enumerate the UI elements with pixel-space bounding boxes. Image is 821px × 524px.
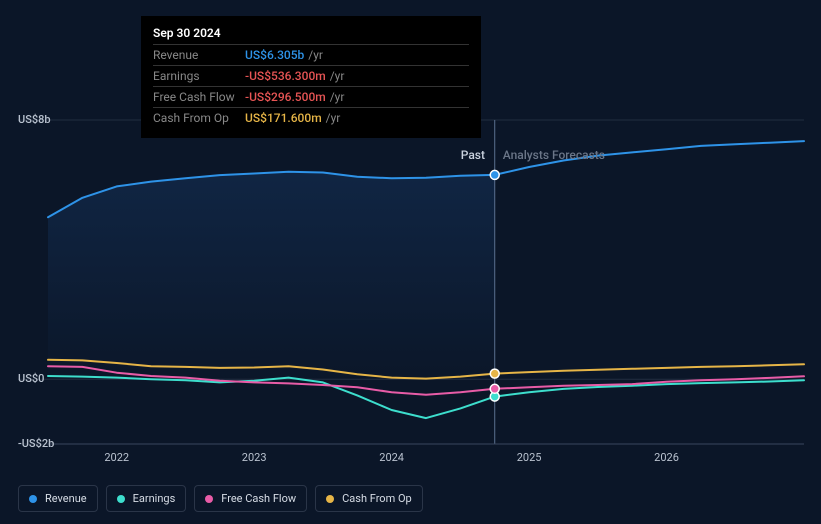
legend-dot (205, 495, 213, 503)
tooltip-row-label: Revenue (153, 48, 245, 62)
x-axis-label: 2022 (104, 451, 129, 464)
tooltip-row-value: US$6.305b (245, 48, 304, 62)
x-axis-label: 2024 (379, 451, 404, 464)
tooltip-row: Free Cash Flow-US$296.500m/yr (153, 87, 469, 108)
tooltip-row-unit: /yr (326, 111, 341, 125)
tooltip-row: RevenueUS$6.305b/yr (153, 45, 469, 66)
forecast-phase-label: Analysts Forecasts (503, 148, 605, 162)
tooltip-row: Earnings-US$536.300m/yr (153, 66, 469, 87)
tooltip-row-value: -US$296.500m (245, 90, 326, 104)
tooltip-row-label: Free Cash Flow (153, 90, 245, 104)
y-axis-label: US$8b (18, 113, 51, 126)
tooltip-row-unit: /yr (308, 48, 323, 62)
legend-item-cfo[interactable]: Cash From Op (315, 485, 423, 512)
legend-dot (29, 495, 37, 503)
tooltip-row: Cash From OpUS$171.600m/yr (153, 108, 469, 128)
x-axis-label: 2025 (517, 451, 542, 464)
past-phase-label: Past (461, 148, 485, 162)
legend-item-earnings[interactable]: Earnings (106, 485, 187, 512)
tooltip-row-label: Earnings (153, 69, 245, 83)
series-earnings[interactable] (48, 376, 804, 418)
tooltip-row-unit: /yr (330, 69, 345, 83)
tooltip-row-label: Cash From Op (153, 111, 245, 125)
legend-item-fcf[interactable]: Free Cash Flow (194, 485, 307, 512)
legend-label: Free Cash Flow (221, 492, 296, 505)
legend-label: Earnings (133, 492, 176, 505)
chart-legend: Revenue Earnings Free Cash Flow Cash From O… (18, 485, 423, 512)
tooltip-row-value: US$171.600m (245, 111, 322, 125)
legend-label: Revenue (45, 492, 87, 505)
y-axis-label: -US$2b (18, 437, 54, 450)
tooltip-row-value: -US$536.300m (245, 69, 326, 83)
x-axis-label: 2026 (654, 451, 679, 464)
chart-tooltip: Sep 30 2024 RevenueUS$6.305b/yrEarnings-… (141, 16, 481, 138)
legend-dot (326, 495, 334, 503)
legend-dot (117, 495, 125, 503)
marker-revenue (490, 170, 499, 179)
earnings-chart: Sep 30 2024 RevenueUS$6.305b/yrEarnings-… (0, 0, 821, 524)
tooltip-row-unit: /yr (330, 90, 345, 104)
marker-fcf (490, 384, 499, 393)
y-axis-label: US$0 (18, 372, 44, 385)
marker-cfo (490, 369, 499, 378)
legend-label: Cash From Op (342, 492, 412, 505)
tooltip-date: Sep 30 2024 (153, 26, 469, 45)
legend-item-revenue[interactable]: Revenue (18, 485, 98, 512)
x-axis-label: 2023 (242, 451, 267, 464)
